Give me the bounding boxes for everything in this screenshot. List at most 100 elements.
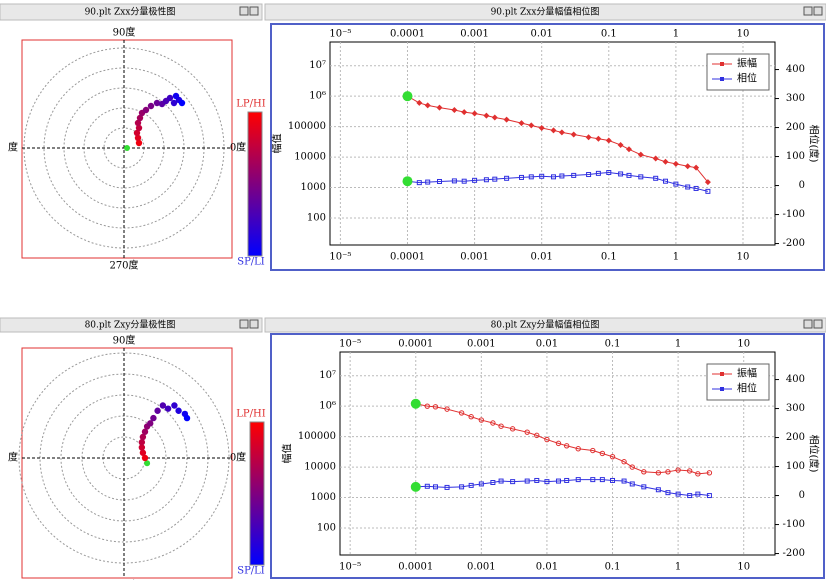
legend-box	[706, 363, 770, 401]
data-point	[528, 122, 535, 129]
polar-point	[138, 444, 146, 451]
data-point	[491, 114, 498, 121]
x-tick-label: 10	[737, 252, 750, 263]
polar-point	[138, 439, 146, 446]
colorbar	[247, 111, 263, 257]
data-point	[621, 478, 627, 484]
restore-button[interactable]	[803, 6, 813, 16]
title-bar	[0, 317, 263, 333]
polar-point	[141, 454, 149, 462]
close-button[interactable]	[249, 6, 259, 16]
polar-point	[135, 139, 143, 147]
data-point	[451, 178, 457, 184]
y-tick-label: 1000	[311, 492, 336, 503]
data-point	[498, 478, 504, 484]
data-point	[564, 477, 570, 483]
data-point	[483, 177, 489, 183]
series-line	[407, 95, 709, 183]
restore-button[interactable]	[239, 6, 249, 16]
y2-tick-label: -200	[783, 548, 805, 559]
polar-point	[170, 99, 178, 107]
data-point	[510, 479, 516, 485]
polar-point	[141, 428, 149, 435]
plot-area	[339, 351, 776, 556]
data-point	[518, 174, 524, 180]
y-axis-label: 幅值	[281, 444, 294, 464]
window-buttons[interactable]	[239, 6, 823, 329]
data-point	[686, 468, 693, 474]
data-point	[555, 440, 562, 447]
data-point	[459, 484, 465, 490]
x-tick-label: 0.01	[536, 562, 558, 573]
data-point	[626, 172, 632, 178]
x-tick-label: 0.001	[467, 339, 496, 350]
data-point	[534, 432, 540, 439]
polar-point	[172, 92, 180, 100]
y-tick-label: 10⁷	[319, 370, 336, 381]
data-point	[652, 155, 659, 162]
data-point	[563, 443, 570, 449]
data-point	[437, 178, 443, 184]
polar-point	[166, 94, 174, 102]
data-point	[458, 410, 465, 416]
polar-point	[139, 449, 147, 456]
x-tick-label: 1	[675, 339, 681, 350]
data-point	[432, 404, 439, 410]
data-point	[424, 102, 431, 109]
y-tick-label: 100	[317, 523, 336, 534]
data-point	[595, 135, 602, 142]
data-point	[706, 470, 713, 476]
x-tick-label: 0.0001	[398, 339, 433, 350]
data-point	[416, 180, 422, 186]
data-point	[432, 484, 438, 490]
x-tick-label: 0.0001	[390, 252, 425, 263]
polar-point	[133, 129, 141, 137]
x-tick-label: 10⁻⁵	[339, 339, 361, 350]
y-tick-label: 10000	[304, 462, 336, 473]
data-point	[478, 481, 484, 487]
colorbar-label: SP/LI	[237, 257, 265, 268]
direction-label: 90度	[113, 334, 136, 347]
y2-tick-label: 200	[786, 432, 805, 443]
polar-point	[159, 402, 167, 409]
restore-button[interactable]	[239, 319, 249, 329]
data-point	[468, 414, 474, 420]
polar-point	[183, 414, 191, 422]
data-point	[509, 426, 516, 432]
data-point	[575, 446, 581, 452]
polar-point	[136, 114, 144, 122]
data-point	[665, 490, 671, 496]
data-point	[586, 172, 592, 178]
window-title: 80.plt Zxy分量极性图	[85, 319, 176, 331]
plot-area	[329, 41, 776, 246]
data-point	[705, 188, 711, 194]
y-tick-label: 10000	[294, 152, 326, 163]
close-button[interactable]	[813, 319, 823, 329]
polar-point	[150, 414, 157, 422]
y2-tick-label: 300	[786, 403, 805, 414]
x-tick-label: 10⁻⁵	[339, 562, 361, 573]
close-button[interactable]	[249, 319, 259, 329]
x-tick-label: 0.001	[460, 252, 489, 263]
x-tick-label: 1	[673, 29, 679, 40]
data-point	[492, 176, 498, 182]
data-point	[571, 172, 577, 178]
data-point	[544, 479, 550, 485]
data-point	[551, 174, 557, 180]
data-point	[461, 178, 467, 184]
data-point	[518, 120, 525, 127]
data-point	[451, 107, 458, 114]
data-point	[672, 160, 679, 167]
restore-button[interactable]	[803, 319, 813, 329]
data-point	[585, 134, 592, 141]
close-button[interactable]	[813, 6, 823, 16]
data-point	[528, 174, 534, 180]
data-point	[539, 173, 545, 179]
x-tick-label: 0.0001	[390, 29, 425, 40]
data-point	[555, 478, 561, 484]
legend-marker	[720, 62, 724, 66]
x-tick-label: 10⁻⁵	[329, 252, 351, 263]
polar-point	[147, 420, 154, 427]
x-tick-label: 0.1	[605, 339, 621, 350]
